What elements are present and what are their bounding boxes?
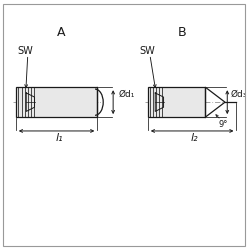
Text: 9°: 9° bbox=[218, 120, 228, 128]
Bar bbox=[148, 87, 206, 117]
Text: Ød₁: Ød₁ bbox=[118, 90, 134, 99]
Text: l₁: l₁ bbox=[56, 133, 63, 143]
Bar bbox=[16, 87, 97, 117]
Text: Ød₃: Ød₃ bbox=[230, 90, 246, 99]
Text: l₂: l₂ bbox=[191, 133, 198, 143]
Text: SW: SW bbox=[139, 46, 155, 56]
Text: A: A bbox=[57, 26, 66, 39]
Text: SW: SW bbox=[17, 46, 33, 56]
Text: B: B bbox=[177, 26, 186, 39]
